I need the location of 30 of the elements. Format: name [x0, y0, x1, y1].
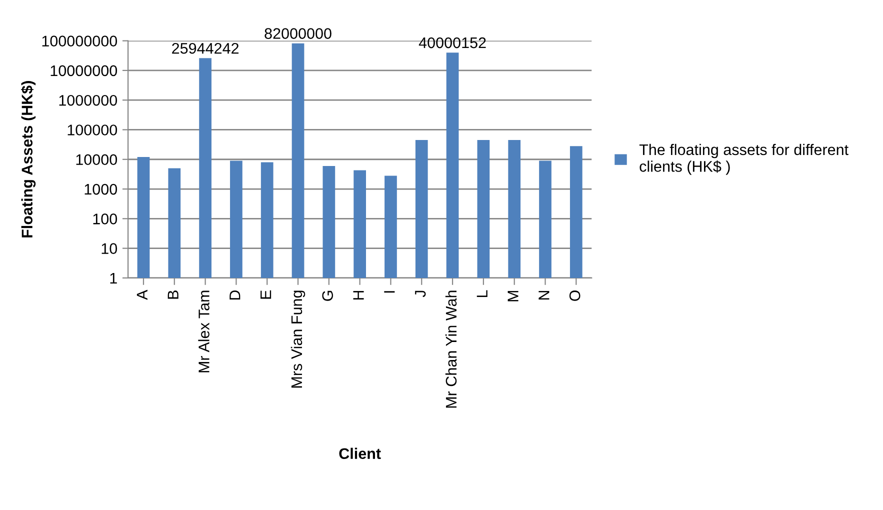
y-tick-label: 100000 [68, 124, 118, 136]
data-label: 82000000 [264, 28, 332, 39]
x-tick-label: M [508, 291, 518, 302]
y-tick-label: 10 [102, 243, 118, 254]
y-tick-label: 10000000 [50, 65, 118, 76]
data-label: 25944242 [172, 42, 239, 54]
x-tick-label: J [415, 290, 426, 298]
x-tick-label: D [230, 290, 240, 300]
y-tick-label: 1 [110, 272, 117, 284]
x-tick-label: Mrs Vian Fung [290, 290, 306, 388]
y-tick-label: 100000000 [42, 36, 118, 46]
x-tick-label: N [538, 291, 550, 300]
y-axis-title: Floating Assets (HK$) [21, 81, 36, 238]
data-label: 40000152 [418, 37, 486, 48]
x-tick-label: G [322, 290, 334, 301]
x-tick-label: E [260, 290, 272, 299]
x-tick-label: H [353, 291, 364, 300]
x-tick-label: L [476, 290, 488, 297]
y-tick-label: 10000 [76, 154, 118, 166]
x-tick-label: O [569, 290, 580, 301]
x-tick-label: Mr Alex Tam [198, 290, 210, 372]
x-tick-label: B [168, 290, 178, 299]
y-tick-label: 1000 [84, 184, 118, 195]
legend-label: The floating assets for different clients (HK$ ) [639, 144, 848, 175]
x-tick-label: Mr Chan Yin Wah [445, 290, 457, 408]
x-axis-title: Client [339, 448, 381, 460]
x-tick-label: A [136, 290, 148, 300]
y-tick-label: 100 [93, 214, 118, 224]
x-tick-label: I [384, 291, 395, 293]
y-tick-label: 1000000 [59, 94, 118, 106]
